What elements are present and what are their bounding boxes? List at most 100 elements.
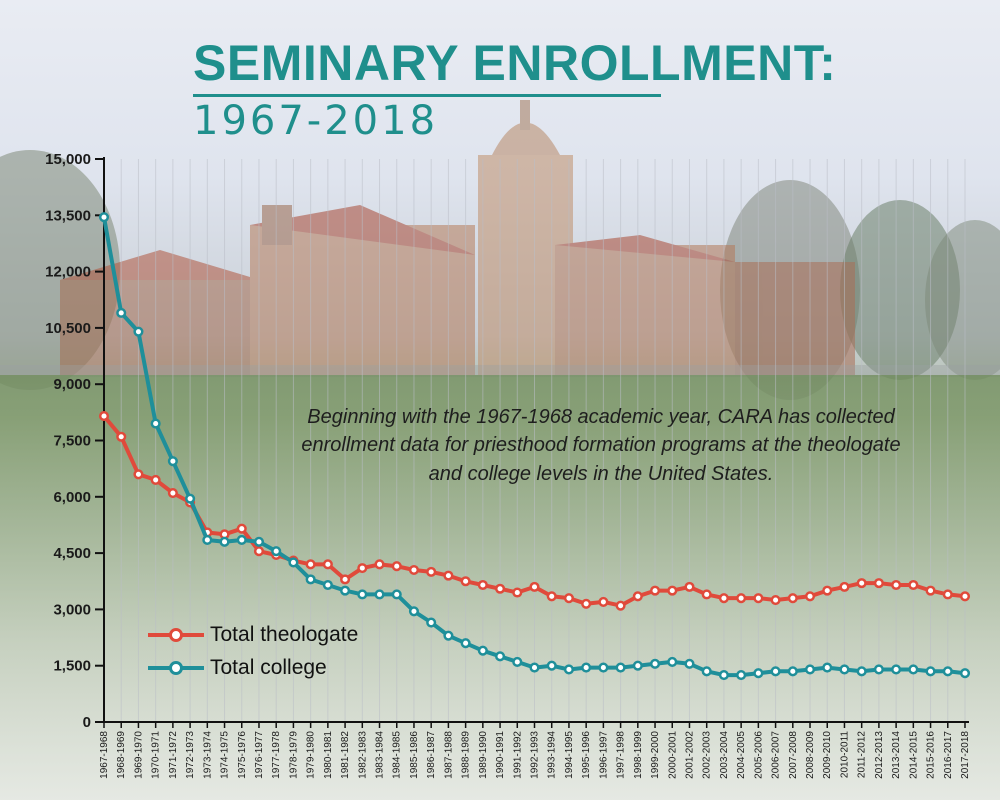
data-point-total-college [615,662,626,673]
data-point-total-theologate [253,546,265,557]
data-point-total-theologate [236,523,247,534]
tree-right-2 [840,200,960,380]
data-point-total-theologate [563,593,574,604]
data-point-total-college [822,662,833,673]
x-tick-label: 2012-2013 [874,731,885,779]
data-point-total-theologate [150,474,161,485]
x-tick-label: 1982-1983 [357,731,368,779]
data-point-total-theologate [167,487,178,499]
x-tick-label: 2006-2007 [771,731,782,779]
data-point-total-theologate [667,585,678,596]
data-point-total-theologate [116,431,127,442]
data-point-total-theologate [546,591,557,602]
x-tick-label: 2017-2018 [960,731,971,779]
data-point-total-theologate [598,596,609,607]
grid-lines [103,159,966,722]
y-tick-label: 13,500 [45,207,91,224]
data-point-total-theologate [873,578,884,589]
data-point-total-college [357,589,368,600]
x-tick-label: 1998-1999 [633,731,644,779]
data-point-total-theologate [615,600,626,611]
data-point-total-theologate [925,585,936,596]
data-point-total-theologate [477,579,488,591]
data-point-total-theologate [736,593,747,604]
x-tick-label: 2016-2017 [943,731,954,779]
x-tick-label: 2004-2005 [736,731,747,779]
data-point-total-college [632,660,643,671]
x-tick-label: 1971-1972 [168,731,179,779]
data-point-total-college [718,670,729,681]
data-point-total-college [271,546,282,557]
data-point-total-theologate [408,564,420,576]
x-tick-label: 1977-1978 [271,731,282,779]
data-point-total-theologate [632,591,643,602]
series-total-college [98,212,971,681]
data-point-total-theologate [770,594,781,606]
data-point-total-college [959,668,971,679]
data-point-total-college [340,585,351,596]
legend-item-theologate: Total theologate [148,618,358,651]
data-point-total-theologate [787,593,798,604]
y-tick-label: 0 [83,714,91,731]
x-tick-label: 1979-1980 [306,731,317,779]
x-tick-label: 1972-1973 [185,731,196,779]
x-tick-label: 2007-2008 [788,731,799,779]
x-tick-label: 2011-2012 [857,731,868,779]
y-tick-label: 12,000 [45,264,91,281]
x-tick-label: 1985-1986 [409,731,420,779]
y-tick-label: 4,500 [53,545,91,562]
x-tick-label: 1990-1991 [495,731,506,779]
data-point-total-college [150,418,161,429]
data-point-total-theologate [649,585,661,596]
data-point-total-theologate [839,581,850,592]
y-tick-label: 3,000 [53,601,91,618]
x-tick-label: 1968-1969 [116,731,127,779]
legend-label-college: Total college [210,655,327,679]
legend: Total theologate Total college [148,618,358,684]
x-tick-label: 2002-2003 [702,731,713,779]
data-point-total-college [787,666,798,677]
data-point-total-college [185,493,196,504]
data-point-total-theologate [959,591,971,602]
x-tick-label: 2000-2001 [667,731,678,779]
data-point-total-college [512,656,523,667]
data-point-total-theologate [305,559,316,570]
data-point-total-college [736,670,747,681]
data-point-total-college [236,534,247,546]
data-point-total-college [167,456,178,467]
x-tick-label: 2013-2014 [891,731,902,779]
x-tick-label: 1978-1979 [288,731,299,779]
data-point-total-college [495,651,506,662]
x-tick-label: 1970-1971 [151,731,162,779]
title-underline [193,94,661,97]
data-point-total-theologate [581,598,592,609]
data-point-total-theologate [391,561,402,572]
x-tick-label: 2015-2016 [926,731,937,779]
x-tick-label: 1969-1970 [133,731,144,779]
y-tick-label: 10,500 [45,320,91,337]
data-point-total-college [873,664,884,675]
data-point-total-theologate [908,579,919,591]
data-point-total-theologate [443,570,454,581]
data-point-total-theologate [804,591,816,602]
data-point-total-college [219,536,230,547]
x-tick-label: 2008-2009 [805,731,816,779]
x-tick-label: 2001-2002 [684,731,695,779]
x-tick-label: 2009-2010 [822,731,833,779]
series-group [98,212,971,681]
data-point-total-theologate [718,593,729,604]
data-point-total-college [856,666,867,677]
data-point-total-college [598,662,609,673]
data-point-total-college [684,658,695,669]
x-tick-label: 2005-2006 [753,731,764,779]
y-tick-label: 1,500 [53,658,91,675]
x-tick-label: 1993-1994 [547,731,558,779]
x-tick-label: 1983-1984 [375,731,386,779]
data-point-total-college [839,664,850,675]
x-tick-label: 1988-1989 [461,731,472,779]
x-tick-label: 1991-1992 [512,731,523,779]
legend-item-college: Total college [148,651,358,684]
data-point-total-college [770,666,781,677]
data-point-total-college [426,617,437,628]
data-point-total-college [133,326,144,337]
